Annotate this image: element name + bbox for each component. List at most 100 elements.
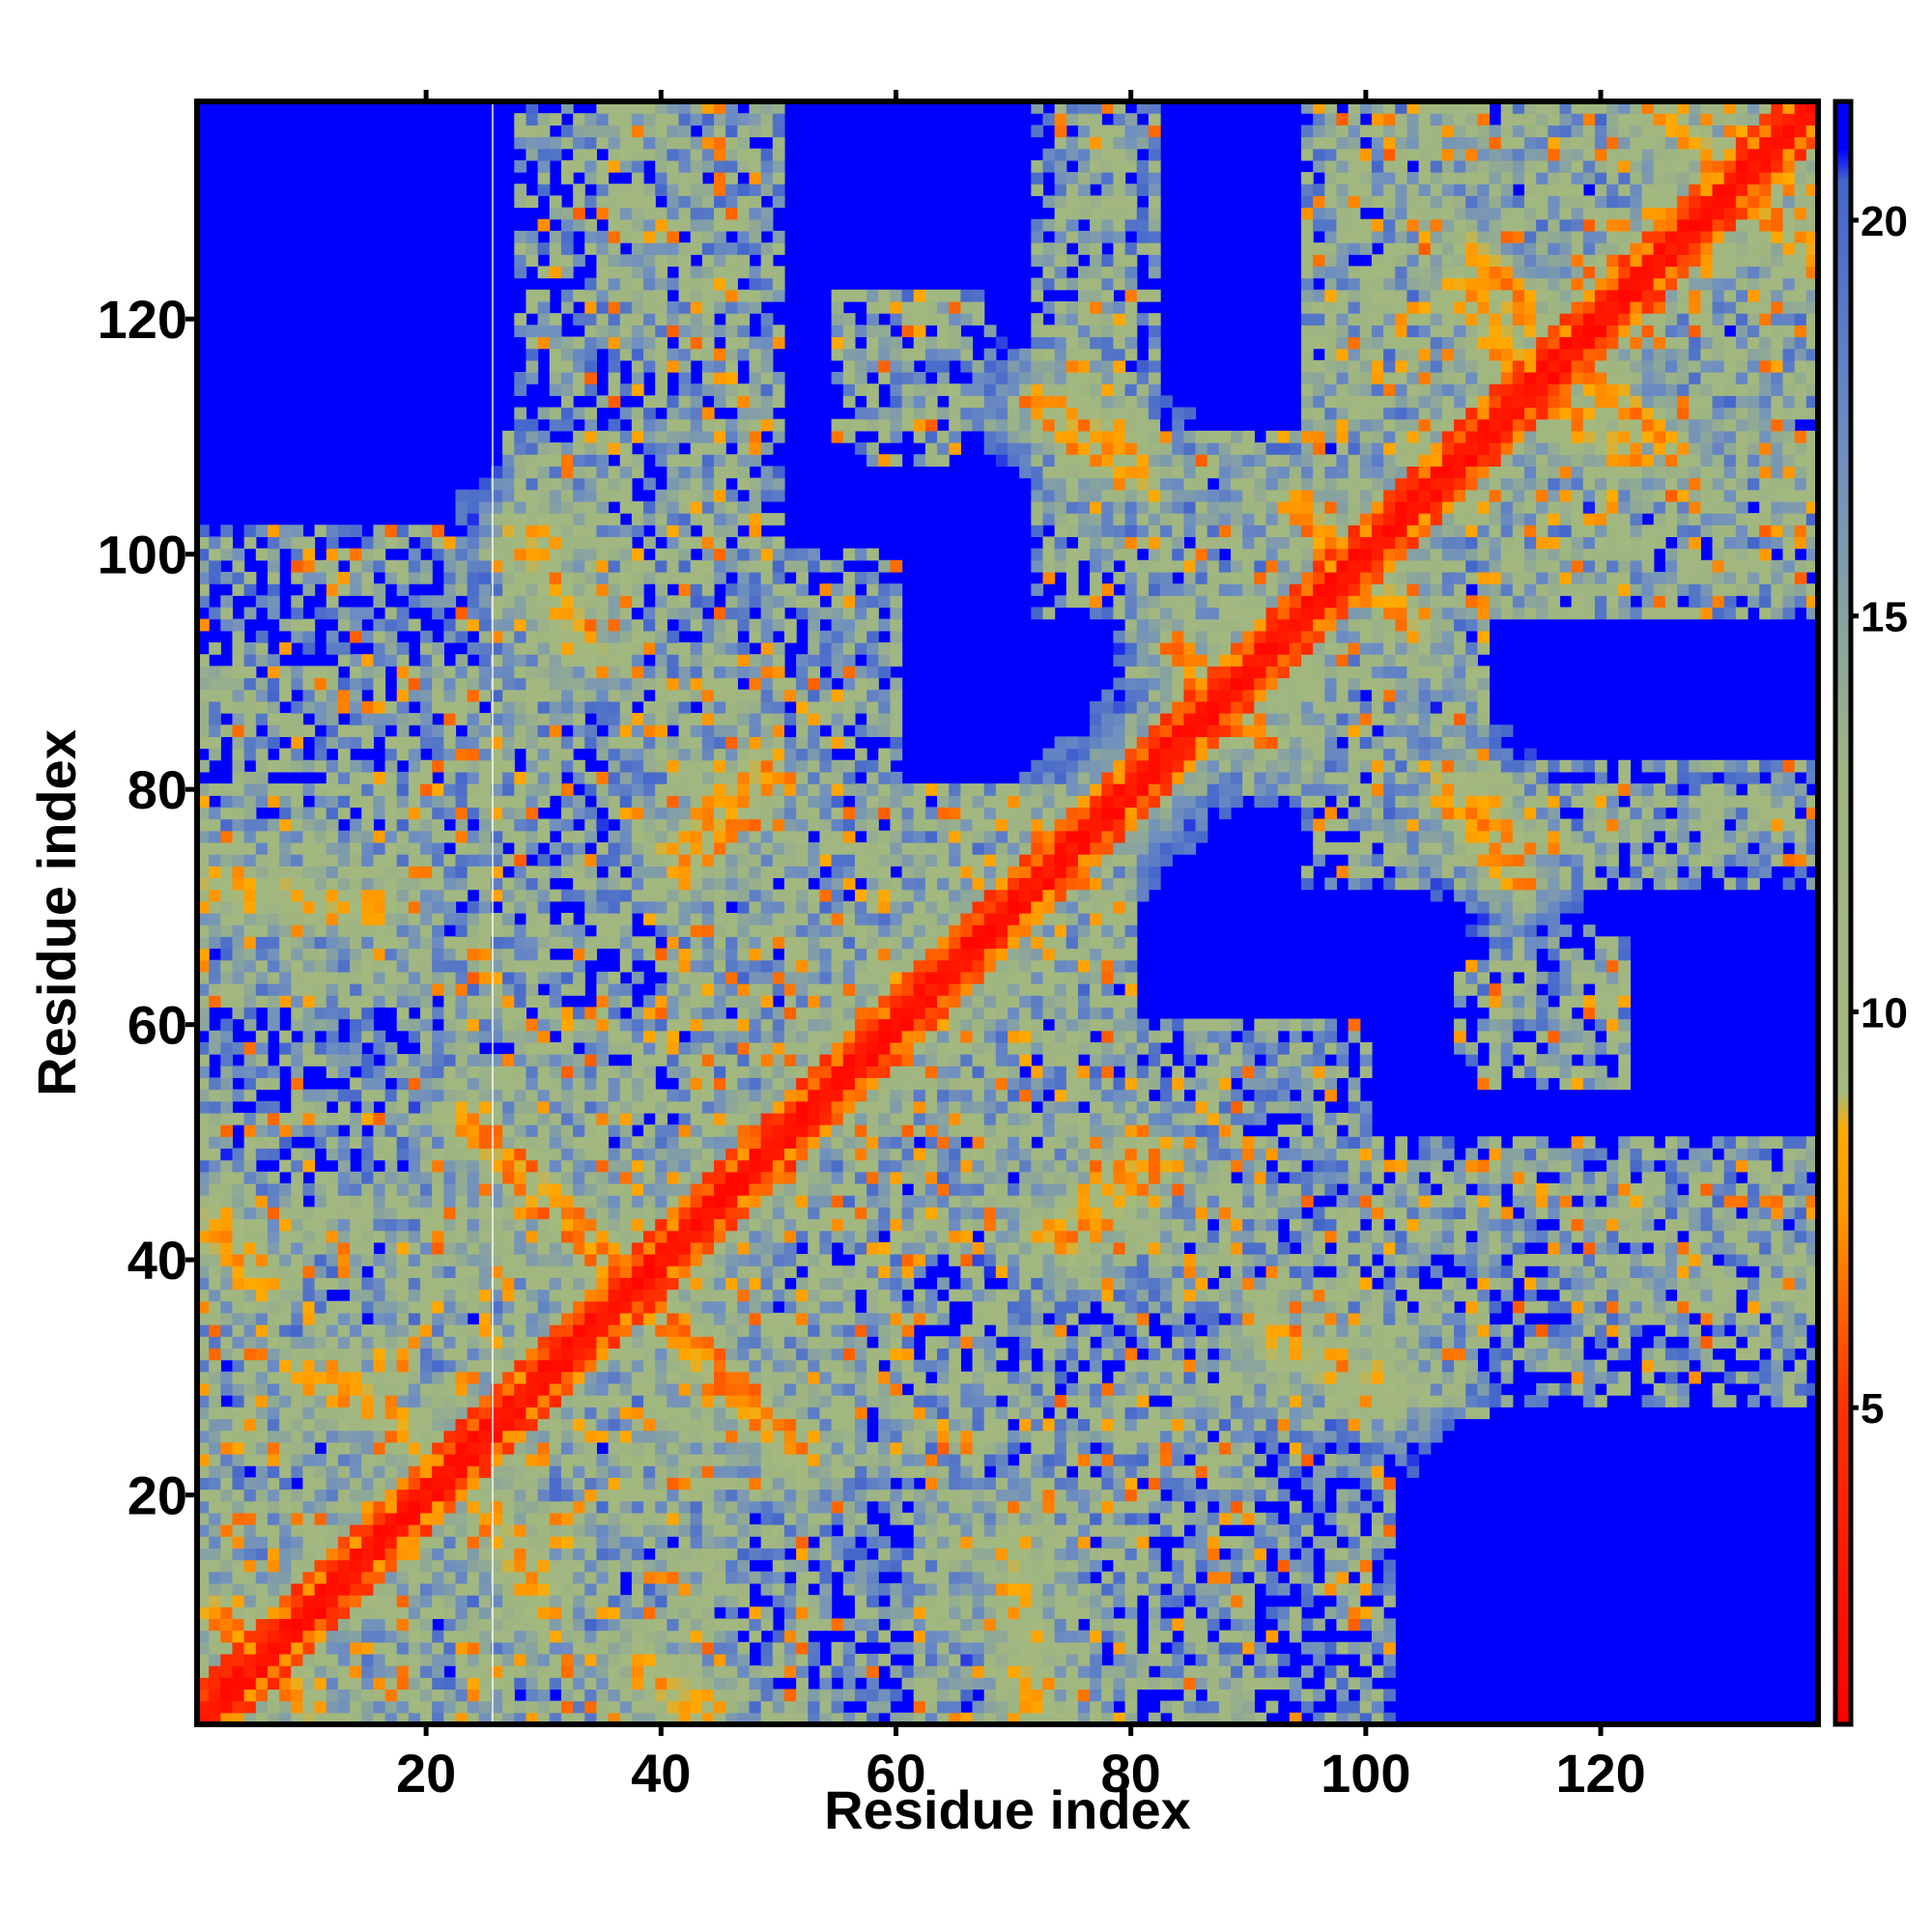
heatmap-cell bbox=[384, 830, 398, 843]
heatmap-cell bbox=[302, 1100, 316, 1114]
heatmap-cell bbox=[631, 854, 644, 867]
heatmap-cell bbox=[373, 595, 386, 609]
heatmap-cell bbox=[549, 242, 562, 255]
heatmap-cell bbox=[584, 1230, 598, 1243]
heatmap-cell bbox=[478, 1489, 492, 1502]
heatmap-cell bbox=[396, 536, 410, 550]
heatmap-cell bbox=[701, 618, 715, 632]
heatmap-cell bbox=[584, 1465, 598, 1478]
heatmap-cell bbox=[584, 1254, 598, 1266]
heatmap-cell bbox=[279, 1524, 292, 1537]
heatmap-cell bbox=[232, 1477, 245, 1491]
heatmap-cell bbox=[678, 1371, 692, 1384]
heatmap-cell bbox=[373, 1641, 386, 1655]
heatmap-cell bbox=[619, 818, 633, 832]
heatmap-cell bbox=[514, 1041, 527, 1055]
heatmap-cell bbox=[537, 889, 551, 902]
heatmap-cell bbox=[326, 1018, 339, 1032]
heatmap-cell bbox=[643, 1524, 656, 1537]
heatmap-cell bbox=[443, 1559, 457, 1573]
heatmap-cell bbox=[396, 1300, 410, 1314]
heatmap-cell bbox=[502, 1630, 515, 1643]
heatmap-cell bbox=[197, 1489, 210, 1502]
heatmap-cell bbox=[209, 1265, 221, 1278]
heatmap-cell bbox=[549, 466, 562, 479]
heatmap-cell bbox=[714, 1112, 726, 1125]
heatmap-cell bbox=[420, 1136, 433, 1150]
heatmap-cell bbox=[314, 1489, 327, 1502]
heatmap-cell bbox=[537, 113, 551, 126]
heatmap-cell bbox=[337, 1582, 351, 1596]
heatmap-cell bbox=[502, 525, 515, 538]
heatmap-cell bbox=[690, 536, 703, 550]
heatmap-cell bbox=[584, 1395, 598, 1407]
heatmap-cell bbox=[608, 1065, 621, 1079]
heatmap-cell bbox=[631, 618, 644, 632]
heatmap-cell bbox=[537, 1218, 551, 1232]
heatmap-cell bbox=[678, 1277, 692, 1291]
heatmap-cell bbox=[197, 1254, 210, 1266]
heatmap-cell bbox=[490, 1277, 503, 1291]
heatmap-cell bbox=[690, 1512, 703, 1525]
heatmap-cell bbox=[690, 677, 703, 691]
heatmap-cell bbox=[209, 1159, 221, 1173]
heatmap-cell bbox=[631, 1606, 644, 1620]
heatmap-cell bbox=[220, 1653, 234, 1666]
heatmap-cell bbox=[596, 877, 610, 891]
heatmap-cell bbox=[584, 1582, 598, 1596]
heatmap-cell bbox=[443, 1441, 457, 1455]
heatmap-cell bbox=[420, 1312, 433, 1325]
heatmap-cell bbox=[537, 1371, 551, 1384]
heatmap-cell bbox=[619, 995, 633, 1008]
heatmap-cell bbox=[467, 807, 480, 820]
heatmap-cell bbox=[326, 759, 339, 773]
heatmap-cell bbox=[678, 1700, 692, 1714]
heatmap-cell bbox=[384, 1677, 398, 1690]
heatmap-cell bbox=[584, 818, 598, 832]
heatmap-cell bbox=[537, 1124, 551, 1137]
heatmap-cell bbox=[490, 830, 503, 843]
heatmap-cell bbox=[209, 1582, 221, 1596]
heatmap-cell bbox=[631, 1254, 644, 1266]
heatmap-cell bbox=[643, 477, 656, 491]
heatmap-cell bbox=[584, 1018, 598, 1032]
heatmap-cell bbox=[701, 1089, 715, 1102]
heatmap-cell bbox=[502, 1536, 515, 1548]
heatmap-cell bbox=[326, 1265, 339, 1278]
heatmap-cell bbox=[350, 1136, 362, 1150]
heatmap-cell bbox=[373, 525, 386, 538]
heatmap-cell bbox=[232, 959, 245, 973]
heatmap-cell bbox=[267, 1324, 280, 1337]
heatmap-cell bbox=[478, 1382, 492, 1396]
heatmap-cell bbox=[443, 1641, 457, 1655]
heatmap-cell bbox=[267, 1454, 280, 1466]
heatmap-cell bbox=[337, 1195, 351, 1208]
heatmap-cell bbox=[337, 1100, 351, 1114]
heatmap-cell bbox=[478, 783, 492, 796]
heatmap-cell bbox=[361, 1254, 374, 1266]
heatmap-cell bbox=[314, 889, 327, 902]
heatmap-cell bbox=[232, 1371, 245, 1384]
heatmap-cell bbox=[408, 841, 421, 855]
heatmap-cell bbox=[420, 1065, 433, 1079]
heatmap-cell bbox=[361, 654, 374, 667]
heatmap-cell bbox=[514, 1395, 527, 1407]
heatmap-cell bbox=[478, 536, 492, 550]
heatmap-cell bbox=[537, 1595, 551, 1607]
heatmap-cell bbox=[526, 830, 539, 843]
heatmap-cell bbox=[560, 1041, 574, 1055]
heatmap-cell bbox=[478, 889, 492, 902]
heatmap-cell bbox=[443, 1230, 457, 1243]
heatmap-cell bbox=[291, 948, 304, 961]
heatmap-cell bbox=[631, 313, 644, 326]
heatmap-cell bbox=[420, 1582, 433, 1596]
heatmap-cell bbox=[701, 418, 715, 432]
heatmap-cell bbox=[584, 1430, 598, 1443]
heatmap-cell bbox=[678, 1183, 692, 1196]
heatmap-cell bbox=[714, 630, 726, 643]
heatmap-cell bbox=[478, 795, 492, 809]
heatmap-cell bbox=[432, 666, 444, 679]
heatmap-cell bbox=[667, 1418, 680, 1432]
heatmap-cell bbox=[420, 1336, 433, 1350]
heatmap-cell bbox=[643, 1571, 656, 1584]
